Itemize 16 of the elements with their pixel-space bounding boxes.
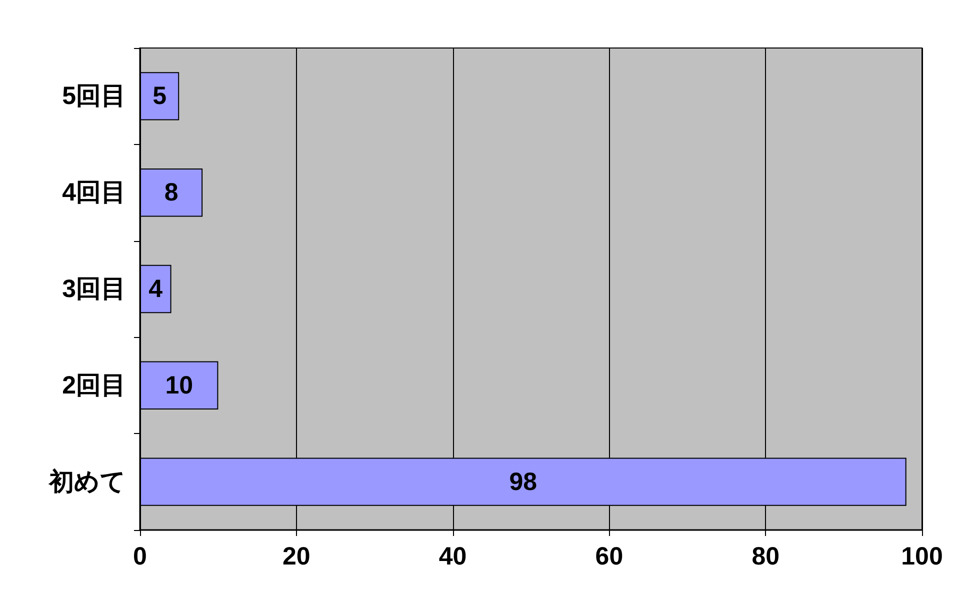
data-label: 10: [165, 371, 194, 400]
y-tick-label: 初めて: [48, 468, 126, 496]
x-tick-label: 60: [595, 542, 624, 570]
data-label: 8: [164, 178, 178, 207]
x-tick-label: 20: [282, 542, 310, 570]
data-label: 98: [509, 468, 538, 496]
x-tick-label: 100: [901, 542, 943, 570]
x-tick-label: 40: [438, 542, 467, 570]
data-label: 5: [152, 82, 167, 110]
x-tick-label: 0: [133, 542, 147, 570]
y-tick-label: 5回目: [62, 82, 126, 110]
y-tick-label: 3回目: [62, 275, 126, 303]
y-tick-label: 2回目: [62, 371, 126, 400]
x-tick-label: 80: [752, 542, 780, 570]
data-label: 4: [148, 275, 163, 303]
y-tick-label: 4回目: [62, 178, 126, 207]
